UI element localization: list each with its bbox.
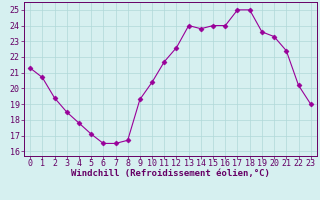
X-axis label: Windchill (Refroidissement éolien,°C): Windchill (Refroidissement éolien,°C) [71, 169, 270, 178]
